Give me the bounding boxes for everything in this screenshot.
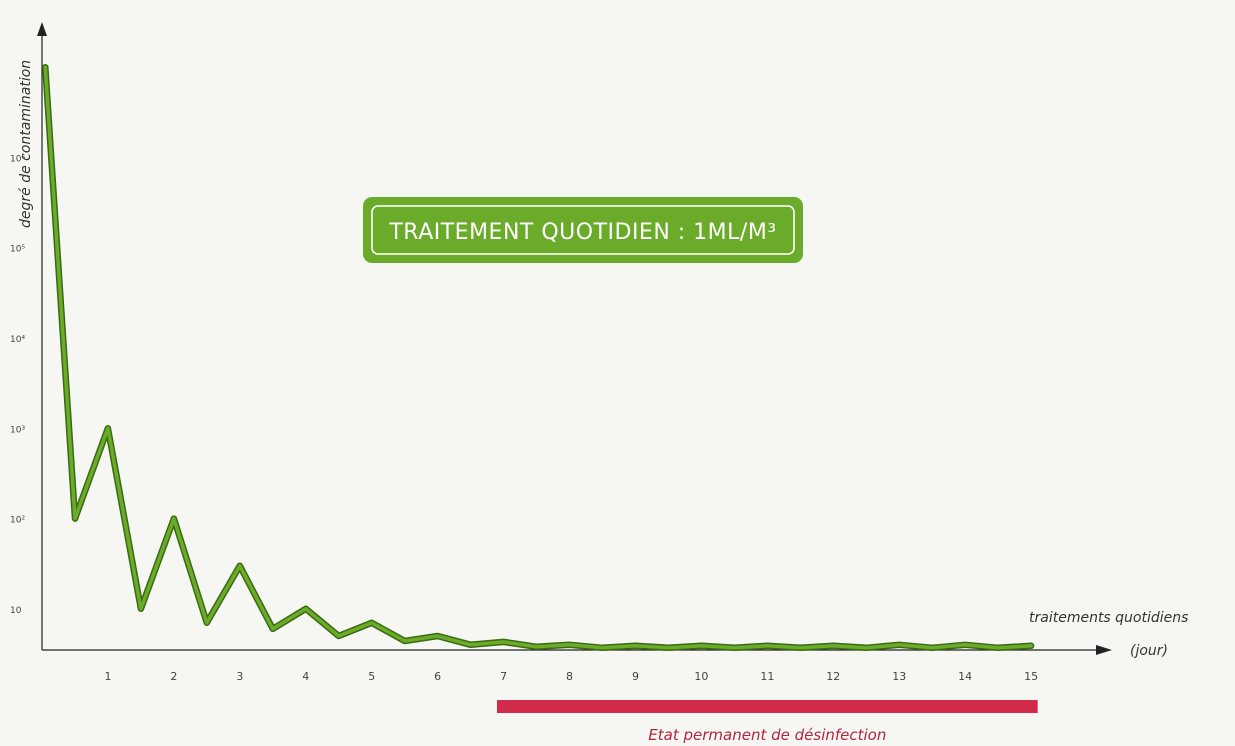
x-axis-title-line2: (jour) bbox=[1130, 643, 1168, 659]
axes bbox=[37, 22, 1112, 655]
x-tick-label: 8 bbox=[566, 670, 573, 683]
x-tick-label: 1 bbox=[104, 670, 111, 683]
x-tick-label: 15 bbox=[1024, 670, 1038, 683]
y-tick-label: 10³ bbox=[10, 425, 25, 435]
y-tick-label: 10⁴ bbox=[10, 335, 25, 345]
y-axis-title: degré de contamination bbox=[18, 60, 34, 228]
title-banner-background bbox=[363, 197, 803, 263]
y-tick-label: 10 bbox=[10, 606, 22, 616]
y-tick-label: 10⁵ bbox=[10, 245, 25, 255]
x-axis-arrow bbox=[1096, 645, 1112, 655]
steady-state-bar bbox=[496, 700, 1038, 713]
title-banner: TRAITEMENT QUOTIDIEN : 1ML/M³ bbox=[363, 197, 803, 263]
x-tick-label: 3 bbox=[236, 670, 243, 683]
series-line bbox=[43, 65, 1033, 650]
x-tick-label: 12 bbox=[826, 670, 840, 683]
x-tick-label: 7 bbox=[500, 670, 507, 683]
x-tick-label: 2 bbox=[170, 670, 177, 683]
x-axis-title-line1: traitements quotidiens bbox=[1029, 610, 1188, 626]
x-tick-label: 9 bbox=[632, 670, 639, 683]
y-tick-labels: 10 10² 10³ 10⁴ 10⁵ 10⁶ bbox=[10, 154, 25, 615]
chart-title: TRAITEMENT QUOTIDIEN : 1ML/M³ bbox=[388, 220, 776, 245]
x-tick-label: 14 bbox=[958, 670, 972, 683]
y-axis-arrow bbox=[37, 22, 47, 36]
x-tick-labels: 1 2 3 4 5 6 7 8 9 10 11 12 13 14 15 bbox=[104, 670, 1038, 683]
title-banner-frame bbox=[371, 205, 795, 255]
x-tick-label: 11 bbox=[760, 670, 774, 683]
x-tick-label: 4 bbox=[302, 670, 309, 683]
steady-state-caption: Etat permanent de désinfection bbox=[648, 726, 886, 744]
y-tick-label: 10⁶ bbox=[10, 154, 25, 164]
x-tick-label: 6 bbox=[434, 670, 441, 683]
y-tick-label: 10² bbox=[10, 516, 25, 526]
x-tick-label: 5 bbox=[368, 670, 375, 683]
x-tick-label: 10 bbox=[694, 670, 708, 683]
x-tick-label: 13 bbox=[892, 670, 906, 683]
series-line-outline bbox=[42, 63, 1035, 652]
